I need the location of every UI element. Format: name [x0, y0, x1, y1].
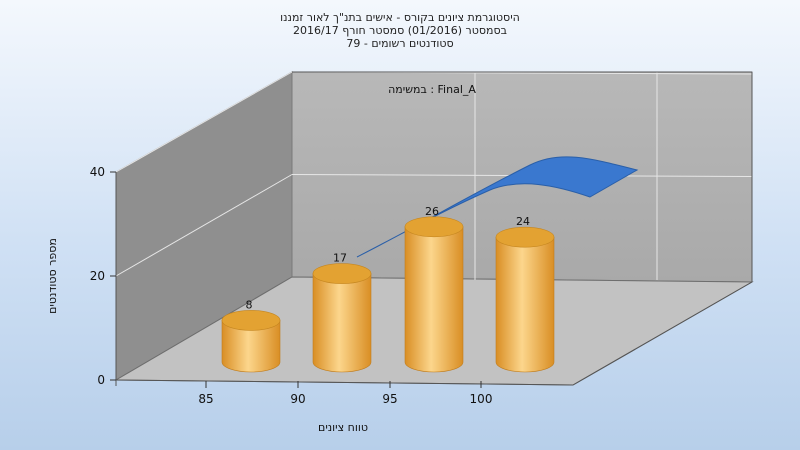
title-line-3: סטודנטים רשומים - 79 [346, 37, 453, 50]
grid-lines [115, 71, 753, 280]
grid-line-side [115, 71, 293, 173]
bar-value-label: 8 [246, 298, 253, 311]
bars: 8 17 26 24 [221, 205, 555, 373]
bar-value-label: 26 [425, 205, 439, 218]
grid-line-side [115, 174, 293, 277]
title-line-2: בסמסטר (01/2016) סמסטר חורף 2016/17 [293, 24, 507, 37]
bar: 8 [221, 298, 281, 373]
bar: 24 [495, 215, 555, 373]
y-tick-label: 20 [90, 269, 105, 283]
bar: 26 [404, 205, 464, 373]
bar-value-label: 24 [516, 215, 530, 228]
x-tick-label: 95 [382, 392, 397, 406]
x-tick-label: 85 [198, 392, 213, 406]
title-line-1: היסטוגרמת ציונים בקורס - אישים בתנ"ך לאו… [280, 11, 520, 24]
y-tick-label: 40 [90, 165, 105, 179]
x-tick-label: 90 [290, 392, 305, 406]
y-tick-label: 0 [97, 373, 105, 387]
chart-title: היסטוגרמת ציונים בקורס - אישים בתנ"ך לאו… [280, 11, 520, 50]
bar: 17 [312, 252, 372, 373]
y-axis-title: מספר סטודנטים [46, 238, 59, 314]
task-annotation: במשימה : Final_A [388, 83, 476, 96]
trend-ribbon [356, 156, 639, 258]
x-tick-label: 100 [470, 392, 493, 406]
tick-labels: 0 20 40 85 90 95 100 [90, 165, 493, 406]
x-axis-title: טווח ציונים [318, 421, 368, 434]
frame-edges [115, 71, 753, 386]
bar-value-label: 17 [333, 252, 347, 265]
